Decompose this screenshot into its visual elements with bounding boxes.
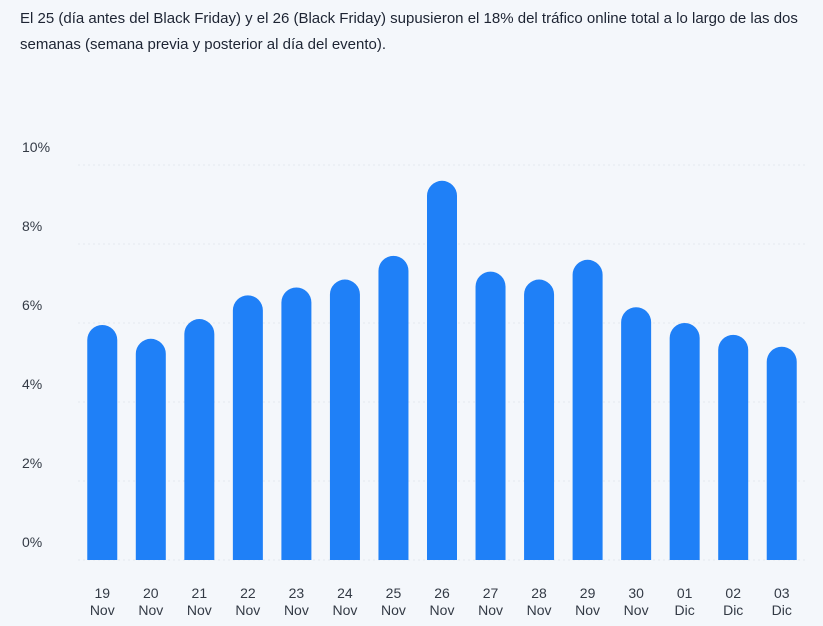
x-tick-label: Nov — [235, 602, 260, 618]
bar — [718, 334, 749, 560]
bar — [475, 271, 506, 560]
x-tick-label: 30 — [628, 585, 644, 601]
x-tick-label: 20 — [143, 585, 159, 601]
bar — [572, 259, 603, 560]
y-tick-label: 2% — [22, 455, 42, 471]
x-tick-label: Nov — [138, 602, 163, 618]
y-tick-label: 0% — [22, 534, 42, 550]
bar — [87, 324, 118, 560]
x-tick-label: Nov — [284, 602, 309, 618]
x-tick-label: 27 — [483, 585, 499, 601]
x-tick-label: Dic — [772, 602, 792, 618]
x-tick-label: Nov — [527, 602, 552, 618]
bar — [329, 279, 360, 560]
bar — [524, 279, 555, 560]
y-tick-label: 4% — [22, 376, 42, 392]
x-tick-label: Nov — [187, 602, 212, 618]
x-tick-label: 26 — [434, 585, 450, 601]
y-tick-label: 8% — [22, 218, 42, 234]
bar — [378, 255, 409, 560]
y-tick-label: 10% — [22, 139, 50, 155]
bar — [184, 319, 215, 560]
x-tick-label: 01 — [677, 585, 693, 601]
x-tick-label: 29 — [580, 585, 596, 601]
x-tick-label: Nov — [575, 602, 600, 618]
x-tick-label: 21 — [192, 585, 208, 601]
bar — [427, 180, 457, 560]
x-tick-label: Nov — [478, 602, 503, 618]
x-tick-label: 02 — [725, 585, 741, 601]
x-tick-label: 25 — [386, 585, 402, 601]
bar — [281, 287, 312, 560]
bar — [135, 338, 166, 560]
x-tick-label: Dic — [723, 602, 743, 618]
bar — [232, 295, 263, 560]
bar — [621, 307, 652, 560]
x-tick-label: Nov — [430, 602, 455, 618]
x-tick-label: Nov — [624, 602, 649, 618]
x-tick-label: 28 — [531, 585, 547, 601]
x-tick-label: 19 — [94, 585, 110, 601]
x-tick-label: 24 — [337, 585, 353, 601]
x-tick-label: 03 — [774, 585, 790, 601]
bar — [766, 346, 797, 560]
x-tick-label: Dic — [675, 602, 695, 618]
x-tick-label: Nov — [90, 602, 115, 618]
bar — [669, 323, 700, 560]
x-tick-label: Nov — [332, 602, 357, 618]
chart-title: El 25 (día antes del Black Friday) y el … — [20, 10, 798, 53]
x-tick-label: 23 — [289, 585, 305, 601]
x-tick-label: Nov — [381, 602, 406, 618]
x-tick-label: 22 — [240, 585, 256, 601]
y-tick-label: 6% — [22, 297, 42, 313]
